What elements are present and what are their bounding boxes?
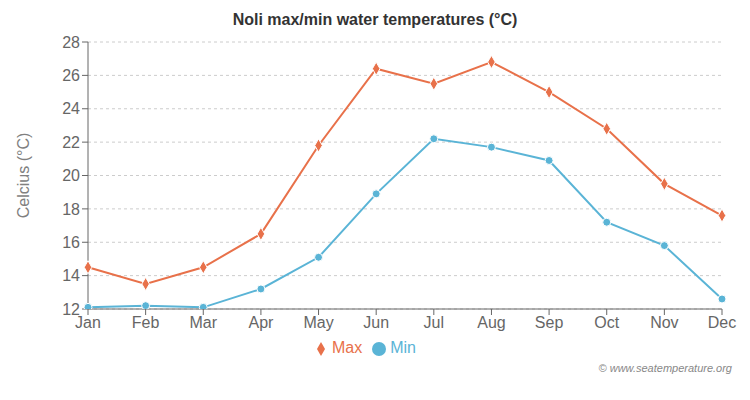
svg-text:Aug: Aug — [477, 314, 505, 331]
svg-text:16: 16 — [62, 234, 80, 251]
svg-text:22: 22 — [62, 134, 80, 151]
svg-text:14: 14 — [62, 267, 80, 284]
svg-text:Sep: Sep — [535, 314, 564, 331]
svg-text:24: 24 — [62, 100, 80, 117]
html-text:Max: Max — [332, 339, 363, 356]
svg-text:26: 26 — [62, 67, 80, 84]
html-text:Noli max/min water temperature: Noli max/min water temperatures (°C) — [232, 11, 518, 28]
svg-text:Jun: Jun — [363, 314, 389, 331]
svg-text:20: 20 — [62, 167, 80, 184]
svg-text:Apr: Apr — [248, 314, 274, 331]
svg-text:Nov: Nov — [650, 314, 678, 331]
html-text:Min: Min — [390, 339, 416, 356]
html-text:© www.seatemperature.org: © www.seatemperature.org — [598, 362, 732, 374]
svg-text:Feb: Feb — [132, 314, 160, 331]
svg-text:12: 12 — [62, 301, 80, 318]
svg-text:Mar: Mar — [189, 314, 217, 331]
svg-text:Oct: Oct — [594, 314, 619, 331]
svg-text:28: 28 — [62, 34, 80, 51]
svg-text:Celcius (°C): Celcius (°C) — [15, 133, 32, 219]
svg-text:Dec: Dec — [708, 314, 736, 331]
svg-text:Jul: Jul — [424, 314, 444, 331]
svg-text:May: May — [303, 314, 333, 331]
svg-text:Jan: Jan — [75, 314, 101, 332]
svg-text:18: 18 — [62, 201, 80, 218]
